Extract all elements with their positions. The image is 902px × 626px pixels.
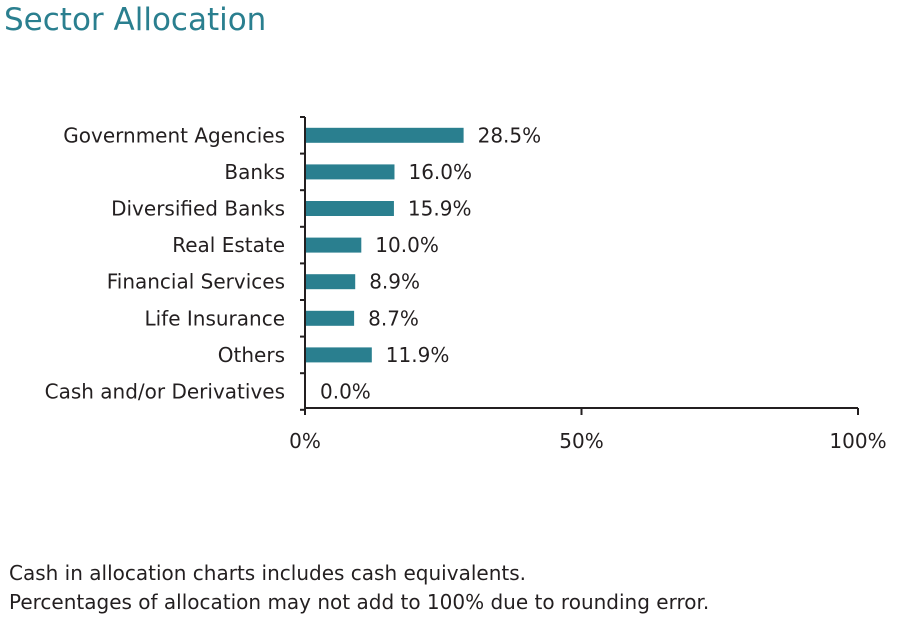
page-title: Sector Allocation — [4, 2, 267, 38]
x-tick-label: 0% — [289, 429, 321, 453]
x-tick-label: 100% — [829, 429, 886, 453]
footnote-cash: Cash in allocation charts includes cash … — [9, 561, 526, 585]
category-label: Others — [218, 343, 285, 367]
sector-allocation-chart: 0% 50% 100% Government Agencies 28.5% Banks 16… — [45, 116, 887, 453]
x-tick-label: 50% — [559, 429, 603, 453]
value-label: 8.7% — [368, 306, 419, 330]
footnote-rounding: Percentages of allocation may not add to… — [9, 590, 710, 614]
bar — [306, 237, 362, 253]
value-label: 15.9% — [408, 197, 472, 221]
category-label: Life Insurance — [144, 306, 285, 330]
bar — [306, 127, 464, 143]
value-label: 0.0% — [320, 380, 371, 404]
value-label: 10.0% — [375, 233, 439, 257]
bar — [306, 310, 355, 326]
bar — [306, 201, 394, 216]
bar — [306, 164, 395, 180]
bar — [306, 347, 372, 363]
category-label: Government Agencies — [63, 123, 285, 147]
footnotes: Cash in allocation charts includes cash … — [9, 559, 709, 617]
category-label: Financial Services — [107, 270, 285, 294]
category-label: Cash and/or Derivatives — [45, 380, 285, 404]
category-label: Real Estate — [172, 233, 285, 257]
value-label: 8.9% — [369, 270, 420, 294]
value-label: 16.0% — [408, 160, 472, 184]
category-label: Banks — [224, 160, 285, 184]
category-label: Diversified Banks — [111, 197, 285, 221]
value-label: 28.5% — [478, 123, 542, 147]
bar — [306, 274, 356, 290]
value-label: 11.9% — [386, 343, 450, 367]
